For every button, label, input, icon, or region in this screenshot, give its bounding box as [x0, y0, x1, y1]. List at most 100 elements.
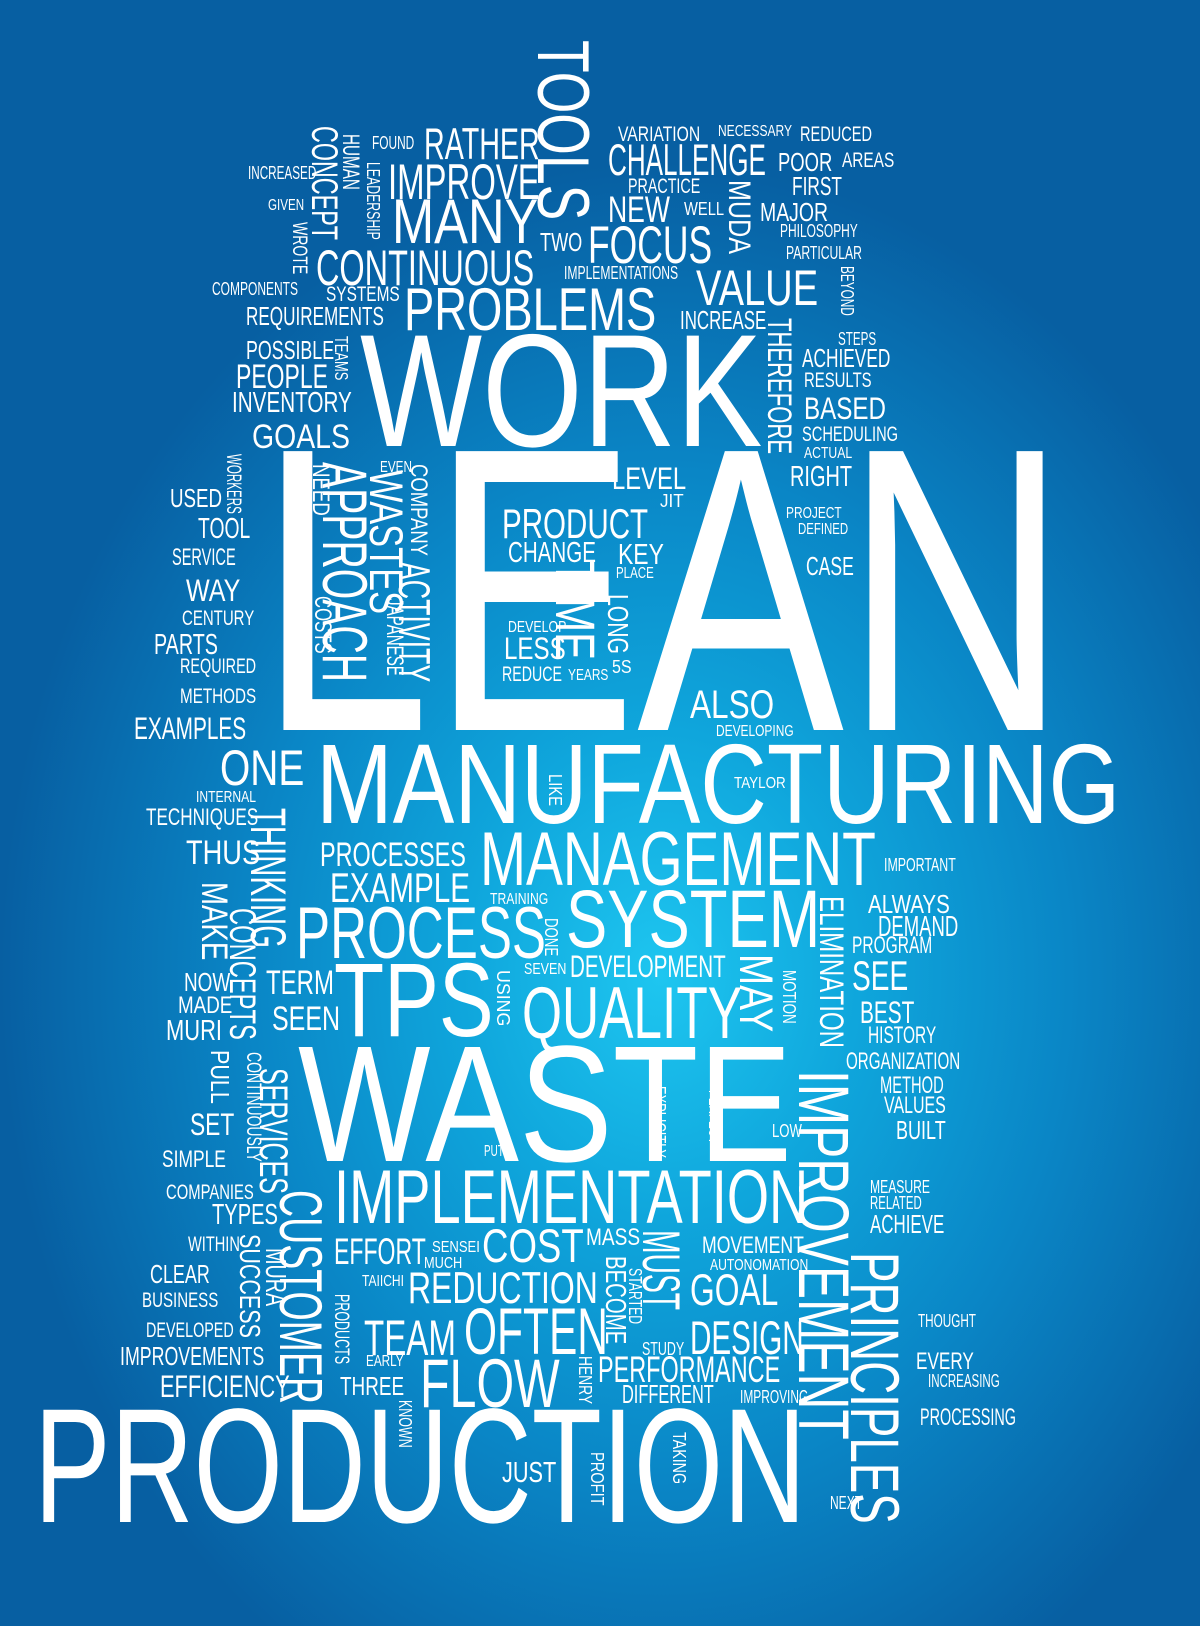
word-tps: TPS — [334, 942, 494, 1060]
word-known: KNOWN — [394, 1400, 416, 1448]
word-muri: MURI — [166, 1014, 222, 1047]
word-right: RIGHT — [790, 460, 853, 493]
word-used: USED — [170, 483, 223, 514]
word-example: EXAMPLE — [330, 864, 470, 912]
word-services: SERVICES — [250, 1068, 295, 1194]
word-years: YEARS — [568, 667, 609, 685]
word-done: DONE — [540, 918, 562, 957]
word-developed: DEVELOPED — [146, 1318, 234, 1342]
word-sensei: SENSEI — [432, 1239, 480, 1257]
word-long: LONG — [600, 594, 633, 655]
word-taylor: TAYLOR — [734, 775, 786, 793]
word-lean: LEAN — [258, 363, 1068, 817]
word-simple: SIMPLE — [162, 1147, 226, 1174]
word-method: METHOD — [880, 1073, 944, 1100]
word-improve: IMPROVE — [388, 153, 540, 210]
word-way: WAY — [186, 571, 241, 608]
word-change: CHANGE — [508, 536, 596, 569]
word-early: EARLY — [366, 1353, 404, 1371]
word-efficiency: EFFICIENCY — [160, 1367, 290, 1404]
word-business: BUSINESS — [142, 1288, 219, 1312]
word-organization: ORGANIZATION — [846, 1049, 961, 1076]
word-study: STUDY — [642, 1337, 685, 1359]
word-related: RELATED — [870, 1191, 922, 1213]
word-thus: THUS — [186, 834, 261, 873]
word-even: EVEN — [380, 459, 412, 477]
word-goals: GOALS — [252, 418, 350, 457]
word-achieved: ACHIEVED — [802, 343, 891, 374]
word-companies: COMPANIES — [166, 1180, 254, 1204]
word-explicitly: EXPLICITLY — [648, 1086, 670, 1158]
word-value: VALUE — [696, 259, 819, 316]
word-performance: PERFORMANCE — [598, 1348, 781, 1390]
word-process: PROCESS — [296, 890, 547, 974]
word-possible: POSSIBLE — [246, 335, 335, 366]
word-values: VALUES — [884, 1093, 946, 1120]
word-key: KEY — [618, 538, 664, 571]
word-make: MAKE — [193, 882, 235, 961]
word-costs: COSTS — [309, 596, 336, 654]
word-processes: PROCESSES — [320, 836, 466, 875]
word-focus: FOCUS — [588, 216, 713, 276]
word-measure: MEASURE — [870, 1175, 930, 1197]
word-quality: QUALITY — [522, 970, 743, 1054]
word-continuous: CONTINUOUS — [316, 239, 535, 296]
word-reduced: REDUCED — [800, 122, 873, 146]
word-thought: THOUGHT — [918, 1309, 976, 1331]
word-found: FOUND — [372, 131, 415, 153]
word-increase: INCREASE — [680, 305, 767, 336]
word-less: LESS — [504, 629, 566, 666]
word-three: THREE — [340, 1371, 405, 1402]
word-project: PROJECT — [786, 505, 842, 523]
word-principles: PRINCIPLES — [836, 1252, 913, 1524]
word-parts: PARTS — [154, 628, 218, 661]
word-well: WELL — [684, 197, 725, 219]
word-mass: MASS — [586, 1225, 641, 1252]
word-jit: JIT — [660, 489, 684, 511]
word-started: STARTED — [624, 1268, 646, 1325]
word-much: MUCH — [424, 1255, 463, 1273]
word-components: COMPONENTS — [212, 277, 299, 299]
word-increased: INCREASED — [248, 161, 317, 183]
word-always: ALWAYS — [868, 889, 950, 920]
word-management: MANAGEMENT — [480, 816, 876, 902]
word-case: CASE — [806, 551, 854, 582]
word-design: DESIGN — [690, 1311, 804, 1365]
word-areas: AREAS — [842, 148, 895, 172]
word-particular: PARTICULAR — [786, 241, 862, 263]
word-challenge: CHALLENGE — [608, 136, 766, 186]
word-poor: POOR — [778, 147, 833, 178]
word-increasing: INCREASING — [928, 1369, 1000, 1391]
word-every: EVERY — [916, 1349, 974, 1376]
word-like: LIKE — [544, 774, 566, 806]
word-variation: VARIATION — [618, 122, 701, 146]
word-improvements: IMPROVEMENTS — [120, 1341, 265, 1372]
word-results: RESULTS — [804, 368, 872, 392]
word-autonomation: AUTONOMATION — [710, 1257, 809, 1275]
word-problems: PROBLEMS — [404, 275, 657, 344]
word-effort: EFFORT — [334, 1230, 426, 1272]
word-leadership: LEADERSHIP — [362, 162, 384, 240]
word-workers: WORKERS — [221, 454, 245, 514]
word-level: LEVEL — [612, 459, 687, 496]
word-service: SERVICE — [172, 545, 236, 572]
word-made: MADE — [178, 993, 233, 1020]
word-low: LOW — [772, 1119, 802, 1141]
word-products: PRODUCTS — [329, 1294, 353, 1365]
word-new: NEW — [608, 188, 670, 230]
word-improving: IMPROVING — [740, 1385, 809, 1407]
word-steps: STEPS — [838, 327, 877, 349]
word-develop: DEVELOP — [508, 619, 567, 637]
word-processing: PROCESSING — [920, 1405, 1016, 1432]
word-system: SYSTEM — [566, 874, 821, 966]
word-manufacturing: MANUFACTURING — [316, 720, 1121, 847]
word-pull: PULL — [205, 1050, 236, 1104]
word-two: TWO — [540, 227, 583, 258]
word-see: SEE — [852, 952, 909, 1000]
word-important: IMPORTANT — [884, 853, 956, 875]
word-century: CENTURY — [182, 606, 255, 630]
word-motion: MOTION — [778, 970, 800, 1024]
word-philosophy: PHILOSOPHY — [780, 219, 858, 241]
word-reduce: REDUCE — [502, 662, 562, 686]
